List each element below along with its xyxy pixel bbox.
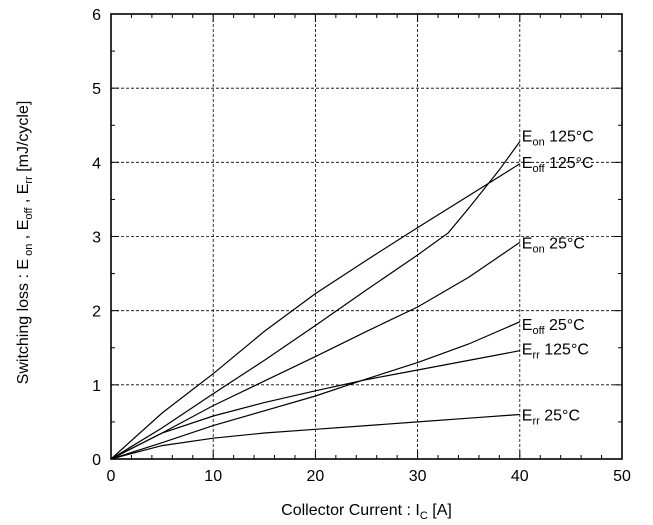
x-axis-label: Collector Current : IC [A] (281, 502, 452, 522)
y-tick-label: 1 (92, 378, 101, 395)
series-label-3: Eoff 25°C (522, 317, 585, 337)
series-line-2 (110, 241, 521, 460)
x-tick-label: 0 (107, 468, 116, 485)
series-label-4: Err 125°C (522, 342, 589, 362)
series-label-0: Eon 125°C (522, 129, 594, 149)
series-labels: Eon 125°C Eoff 125°C Eon 25°C Eoff 25°C Err … (522, 129, 594, 428)
ticks (110, 13, 623, 460)
tick-labels: 0 10 20 30 40 50 0 1 2 3 4 5 6 (92, 7, 631, 485)
series-label-1: Eoff 125°C (522, 155, 594, 175)
x-tick-label: 10 (204, 468, 222, 485)
y-tick-label: 2 (92, 304, 101, 321)
series-line-0 (110, 141, 521, 460)
series-label-2: Eon 25°C (522, 235, 585, 255)
series-line-4 (110, 350, 520, 460)
y-tick-label: 5 (92, 81, 101, 98)
x-tick-label: 20 (307, 468, 325, 485)
grid (111, 14, 622, 459)
series-line-3 (110, 321, 521, 460)
series-lines (110, 141, 521, 460)
x-tick-label: 40 (511, 468, 529, 485)
y-tick-label: 6 (92, 7, 101, 24)
x-tick-label: 50 (613, 468, 631, 485)
y-tick-label: 3 (92, 230, 101, 247)
x-tick-label: 30 (409, 468, 427, 485)
y-tick-label: 4 (92, 155, 101, 172)
y-tick-label: 0 (92, 452, 101, 469)
series-line-5 (110, 413, 520, 460)
series-label-5: Err 25°C (522, 408, 580, 428)
series-line-1 (110, 163, 521, 460)
y-axis-label: Switching loss : E on , Eoff , Err [mJ/c… (15, 101, 35, 385)
